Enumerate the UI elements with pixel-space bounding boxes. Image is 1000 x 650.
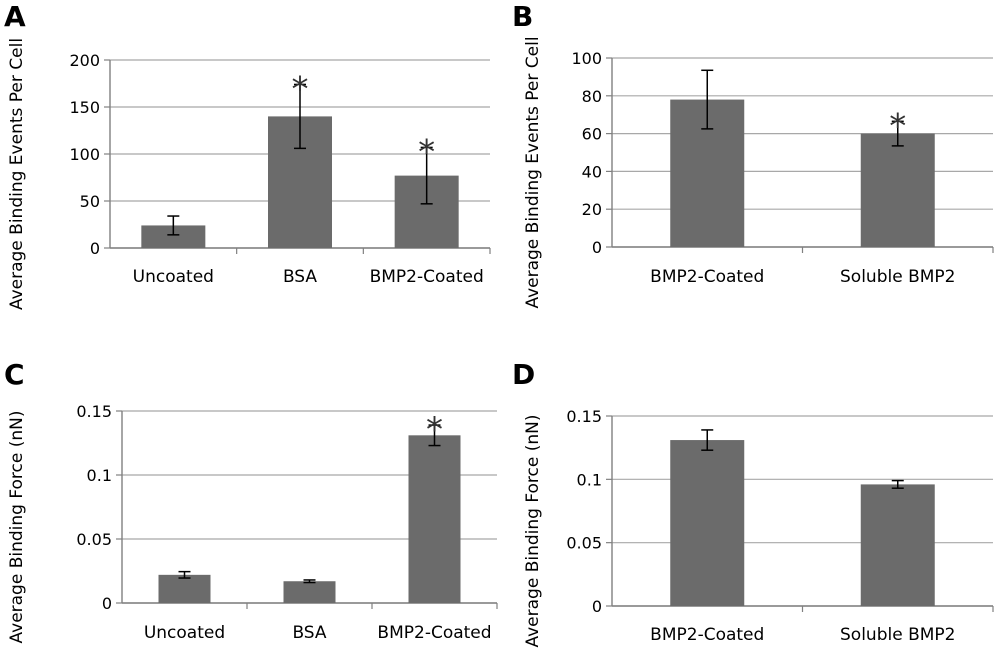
panel-letter: A (4, 0, 26, 33)
category-label: Soluble BMP2 (840, 267, 955, 287)
significance-marker: * (426, 410, 443, 450)
bar (860, 484, 935, 606)
category-label: BSA (283, 267, 317, 287)
y-tick-label: 0.05 (76, 530, 112, 549)
panel-letter: B (512, 0, 533, 33)
y-tick-label: 0 (102, 594, 112, 613)
category-label: BMP2-Coated (650, 625, 764, 645)
category-label: BMP2-Coated (650, 267, 764, 287)
y-axis-label: Average Binding Events Per Cell (7, 38, 27, 310)
category-label: Uncoated (133, 267, 214, 287)
panel-c: C 0 0.05 0.1 0.15 Average Binding Force (nN) U… (4, 358, 498, 644)
y-tick-label: 0.1 (577, 470, 602, 489)
category-label: BSA (292, 623, 326, 643)
y-tick-label: 200 (69, 51, 100, 70)
y-tick-label: 0.1 (87, 466, 112, 485)
y-tick-label: 60 (582, 125, 602, 144)
y-tick-label: 0.05 (566, 534, 602, 553)
bar (141, 225, 206, 248)
panel-letter: C (4, 358, 25, 391)
y-axis-label: Average Binding Force (nN) (7, 410, 27, 643)
significance-marker: * (292, 69, 309, 109)
y-tick-label: 100 (571, 49, 602, 68)
significance-marker: * (418, 132, 435, 172)
category-label: Uncoated (144, 623, 225, 643)
bar (283, 581, 336, 603)
y-tick-label: 0 (592, 238, 602, 257)
y-tick-label: 80 (582, 87, 602, 106)
significance-marker: * (889, 106, 906, 146)
y-tick-label: 50 (80, 192, 100, 211)
bar (408, 435, 461, 603)
y-tick-label: 100 (69, 145, 100, 164)
y-tick-label: 0 (90, 239, 100, 258)
panel-b: B 0 20 40 60 80 100 Average Binding Events Per … (512, 0, 994, 309)
panel-a: A 0 50 100 150 200 Average Binding Events Per … (4, 0, 491, 310)
y-tick-label: 20 (582, 200, 602, 219)
panel-d: D 0 0.05 0.1 0.15 Average Binding Force (nN) B… (512, 358, 994, 648)
y-axis-label: Average Binding Force (nN) (523, 414, 543, 647)
y-tick-label: 0 (592, 597, 602, 616)
panel-letter: D (512, 358, 535, 391)
bar (158, 574, 211, 603)
category-label: BMP2-Coated (370, 267, 484, 287)
y-tick-label: 40 (582, 162, 602, 181)
y-axis-label: Average Binding Events Per Cell (523, 36, 543, 308)
category-label: Soluble BMP2 (840, 625, 955, 645)
y-tick-label: 0.15 (76, 402, 112, 421)
bar (860, 133, 935, 247)
y-tick-label: 150 (69, 98, 100, 117)
bar (670, 440, 745, 606)
y-tick-label: 0.15 (566, 407, 602, 426)
category-label: BMP2-Coated (377, 623, 491, 643)
